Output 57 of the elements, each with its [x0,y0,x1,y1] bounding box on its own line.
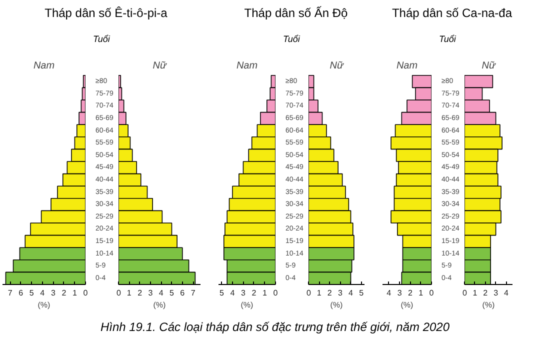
x-axis-title: (%) [240,300,254,310]
y-axis-title: Tuổi [439,33,456,46]
x-tick-label: 0 [462,288,468,298]
x-tick-label: 5 [220,288,224,298]
y-axis-title: Tuổi [283,33,300,46]
x-tick-label: 0 [83,288,88,298]
x-tick-label: 1 [316,288,322,298]
x-tick-label: 1 [126,288,132,298]
text: Nữ [152,60,167,72]
chart-title: Tháp dân số Ê-ti-ô-pi-a [44,5,168,22]
x-tick-label: 1 [418,288,424,298]
x-tick-label: 2 [327,288,332,298]
x-tick-label: 3 [241,288,246,298]
series-label: Nữ [330,60,344,72]
x-tick-label: 0 [429,288,434,298]
x-axis-title: (%) [330,300,344,310]
x-tick-label: 2 [483,288,488,298]
x-axis-title: (%) [400,300,414,310]
x-tick-label: 1 [72,288,78,298]
x-tick-label: 2 [408,288,413,298]
x-tick-label: 1 [472,288,478,298]
x-tick-label: 4 [504,288,510,298]
y-axis-title: Tuổi [93,33,110,46]
x-tick-label: 1 [262,288,268,298]
series-label: Nam [236,60,258,72]
x-tick-label: 5 [29,288,34,298]
x-tick-label: 3 [148,288,154,298]
x-tick-label: 2 [252,288,257,298]
x-axis-title: (%) [153,300,166,310]
x-tick-label: 3 [50,288,56,298]
x-tick-label: 2 [138,288,143,298]
x-tick-label: 0 [306,288,312,298]
x-axis-title: (%) [38,300,51,310]
x-tick-label: 2 [62,288,67,298]
x-tick-label: 7 [190,288,196,298]
chart-title: Tháp dân số Ấn Độ [244,5,348,22]
x-tick-label: 0 [116,288,122,298]
chart-title: Tháp dân số Ca-na-đa [392,5,512,22]
text: Nam [33,60,55,72]
x-tick-label: 3 [338,288,343,298]
text: Hình 19.1. Các loại tháp dân số đặc trưng trên thế giới, năm 2020 [100,319,450,336]
x-tick-label: 7 [8,288,13,298]
x-tick-label: 6 [18,288,24,298]
x-tick-label: 6 [180,288,186,298]
x-tick-label: 5 [170,288,175,298]
x-tick-label: 4 [40,288,46,298]
x-tick-label: 3 [494,288,499,298]
x-tick-label: 4 [158,288,164,298]
x-tick-label: 4 [386,288,392,298]
series-label: Nam [396,60,418,72]
x-tick-label: 5 [359,288,364,298]
x-tick-label: 4 [348,288,354,298]
x-tick-label: 3 [397,288,402,298]
x-tick-label: 4 [230,288,236,298]
x-axis-title: (%) [482,300,496,310]
series-label: Nữ [482,60,496,72]
x-tick-label: 0 [273,288,278,298]
